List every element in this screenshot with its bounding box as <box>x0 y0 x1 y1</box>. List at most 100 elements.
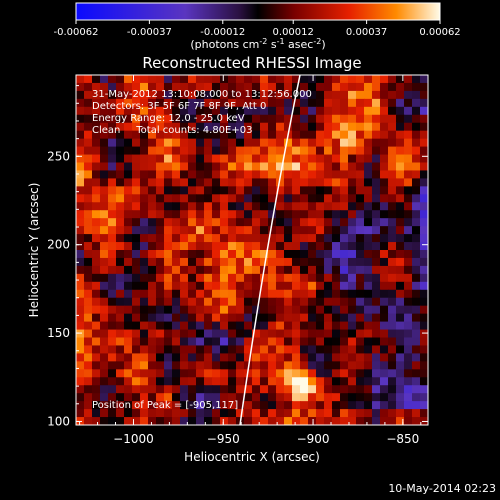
colorbar-tick-label: 0.00012 <box>273 27 314 38</box>
heatmap-cell <box>356 130 365 140</box>
heatmap-cell <box>244 321 253 331</box>
heatmap-cell <box>316 377 325 386</box>
heatmap-cell <box>196 194 205 203</box>
heatmap-cell <box>172 337 181 347</box>
heatmap-cell <box>404 122 413 132</box>
heatmap-cell <box>396 75 405 84</box>
heatmap-cell <box>300 90 309 100</box>
heatmap-cell <box>84 265 93 275</box>
heatmap-cell <box>340 369 349 378</box>
heatmap-cell <box>220 313 229 323</box>
heatmap-cell <box>204 321 213 331</box>
heatmap-cell <box>260 297 269 307</box>
heatmap-cell <box>420 265 428 275</box>
heatmap-cell <box>76 90 85 100</box>
heatmap-cell <box>404 401 413 410</box>
heatmap-cell <box>380 202 389 211</box>
heatmap-cell <box>412 138 421 148</box>
heatmap-cell <box>404 257 413 267</box>
heatmap-cell <box>220 130 229 140</box>
heatmap-cell <box>92 178 101 187</box>
heatmap-cell <box>188 202 197 211</box>
heatmap-cell <box>412 273 421 283</box>
heatmap-cell <box>412 162 421 172</box>
heatmap-cell <box>284 305 293 315</box>
heatmap-cell <box>156 75 165 84</box>
heatmap-cell <box>348 329 357 339</box>
heatmap-cell <box>372 90 381 100</box>
heatmap-cell <box>132 313 141 323</box>
heatmap-cell <box>236 369 245 378</box>
heatmap-cell <box>180 361 189 370</box>
heatmap-cell <box>396 210 405 219</box>
heatmap-cell <box>84 345 93 354</box>
heatmap-cell <box>92 265 101 275</box>
heatmap-cell <box>116 361 125 370</box>
heatmap-cell <box>292 250 301 259</box>
heatmap-cell <box>228 321 237 331</box>
x-axis-label: Heliocentric X (arcsec) <box>184 450 320 464</box>
heatmap-cell <box>148 170 157 179</box>
heatmap-cell <box>364 345 373 354</box>
heatmap-cell <box>340 242 349 251</box>
heatmap-cell <box>116 369 125 378</box>
heatmap-cell <box>276 401 285 410</box>
heatmap-cell <box>132 242 141 251</box>
colorbar-tick-label: 0.00062 <box>419 27 460 38</box>
heatmap-cell <box>92 409 101 418</box>
heatmap-cell <box>404 289 413 299</box>
heatmap-cell <box>364 242 373 251</box>
heatmap-cell <box>140 170 149 179</box>
heatmap-cell <box>180 122 189 132</box>
heatmap-cell <box>300 202 309 211</box>
heatmap-cell <box>124 130 133 140</box>
heatmap-cell <box>124 281 133 291</box>
heatmap-cell <box>188 234 197 243</box>
x-tick-label: −900 <box>297 432 330 446</box>
heatmap-cell <box>348 90 357 100</box>
heatmap-cell <box>116 90 125 100</box>
heatmap-cell <box>364 377 373 386</box>
heatmap-cell <box>316 257 325 267</box>
heatmap-cell <box>340 106 349 116</box>
heatmap-cell <box>188 138 197 148</box>
heatmap-cell <box>220 90 229 100</box>
heatmap-cell <box>172 138 181 148</box>
heatmap-cell <box>260 154 269 164</box>
heatmap-cell <box>284 75 293 84</box>
heatmap-cell <box>412 210 421 219</box>
heatmap-cell <box>396 218 405 227</box>
heatmap-cell <box>180 90 189 100</box>
heatmap-cell <box>340 202 349 211</box>
heatmap-cell <box>196 75 205 84</box>
heatmap-cell <box>396 170 405 179</box>
heatmap-cell <box>188 98 197 108</box>
heatmap-cell <box>132 361 141 370</box>
heatmap-cell <box>284 353 293 362</box>
heatmap-cell <box>132 75 141 84</box>
heatmap-cell <box>84 106 93 116</box>
heatmap-cell <box>148 329 157 339</box>
heatmap-cell <box>156 281 165 291</box>
heatmap-cell <box>276 186 285 195</box>
heatmap-cell <box>132 265 141 275</box>
heatmap-cell <box>284 178 293 187</box>
heatmap-cell <box>180 234 189 243</box>
heatmap-cell <box>356 377 365 386</box>
heatmap-cell <box>108 146 117 156</box>
heatmap-cell <box>260 170 269 179</box>
heatmap-cell <box>260 226 269 235</box>
heatmap-cell <box>212 305 221 315</box>
heatmap-cell <box>284 281 293 291</box>
heatmap-cell <box>212 75 221 84</box>
heatmap-cell <box>308 90 317 100</box>
heatmap-cell <box>196 281 205 291</box>
heatmap-cell <box>124 146 133 156</box>
heatmap-cell <box>228 265 237 275</box>
heatmap-cell <box>332 170 341 179</box>
heatmap-cell <box>308 401 317 410</box>
heatmap-cell <box>76 265 85 275</box>
heatmap-cell <box>420 321 428 331</box>
heatmap-cell <box>244 218 253 227</box>
heatmap-cell <box>244 98 253 108</box>
